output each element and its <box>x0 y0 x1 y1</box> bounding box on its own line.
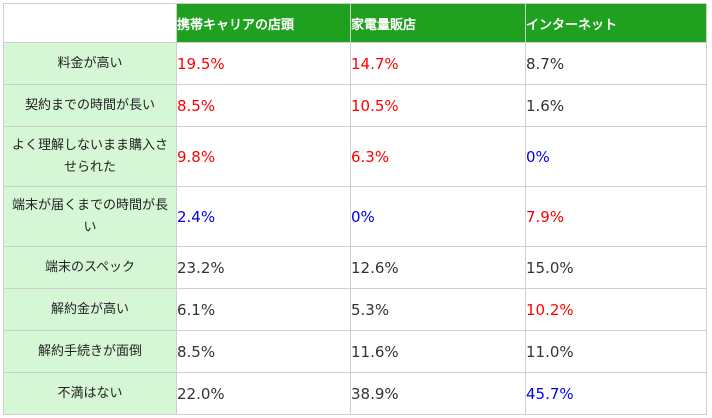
column-header-electronics-store: 家電量販店 <box>350 3 526 43</box>
table-row: 不満はない 22.0% 38.9% 45.7% <box>3 372 707 415</box>
cell-value: 19.5% <box>176 42 351 85</box>
row-label: 料金が高い <box>3 42 177 85</box>
row-label: 端末が届くまでの時間が長い <box>3 186 177 247</box>
column-header-internet: インターネット <box>525 3 707 43</box>
cell-value: 0% <box>525 126 707 187</box>
cell-value: 10.2% <box>525 288 707 331</box>
cell-value: 6.1% <box>176 288 351 331</box>
cell-value: 12.6% <box>350 246 526 289</box>
cell-value: 6.3% <box>350 126 526 187</box>
row-label: 解約金が高い <box>3 288 177 331</box>
corner-cell <box>3 3 177 43</box>
table-row: 解約金が高い 6.1% 5.3% 10.2% <box>3 288 707 331</box>
cell-value: 2.4% <box>176 186 351 247</box>
cell-value: 15.0% <box>525 246 707 289</box>
row-label: 契約までの時間が長い <box>3 84 177 127</box>
cell-value: 23.2% <box>176 246 351 289</box>
cell-value: 0% <box>350 186 526 247</box>
cell-value: 11.6% <box>350 330 526 373</box>
column-header-carrier-store: 携帯キャリアの店頭 <box>176 3 351 43</box>
cell-value: 8.5% <box>176 330 351 373</box>
row-label: よく理解しないまま購入させられた <box>3 126 177 187</box>
cell-value: 14.7% <box>350 42 526 85</box>
cell-value: 7.9% <box>525 186 707 247</box>
cell-value: 8.7% <box>525 42 707 85</box>
table-row: 契約までの時間が長い 8.5% 10.5% 1.6% <box>3 84 707 127</box>
header-row: 携帯キャリアの店頭 家電量販店 インターネット <box>3 3 707 43</box>
table-row: 料金が高い 19.5% 14.7% 8.7% <box>3 42 707 85</box>
cell-value: 1.6% <box>525 84 707 127</box>
cell-value: 11.0% <box>525 330 707 373</box>
table-row: 端末のスペック 23.2% 12.6% 15.0% <box>3 246 707 289</box>
cell-value: 5.3% <box>350 288 526 331</box>
cell-value: 45.7% <box>525 372 707 415</box>
cell-value: 22.0% <box>176 372 351 415</box>
row-label: 端末のスペック <box>3 246 177 289</box>
row-label: 不満はない <box>3 372 177 415</box>
table-row: よく理解しないまま購入させられた 9.8% 6.3% 0% <box>3 126 707 187</box>
cell-value: 8.5% <box>176 84 351 127</box>
cell-value: 10.5% <box>350 84 526 127</box>
survey-table: 携帯キャリアの店頭 家電量販店 インターネット 料金が高い 19.5% 14.7… <box>3 3 707 415</box>
cell-value: 9.8% <box>176 126 351 187</box>
table-row: 解約手続きが面倒 8.5% 11.6% 11.0% <box>3 330 707 373</box>
cell-value: 38.9% <box>350 372 526 415</box>
row-label: 解約手続きが面倒 <box>3 330 177 373</box>
table-row: 端末が届くまでの時間が長い 2.4% 0% 7.9% <box>3 186 707 247</box>
